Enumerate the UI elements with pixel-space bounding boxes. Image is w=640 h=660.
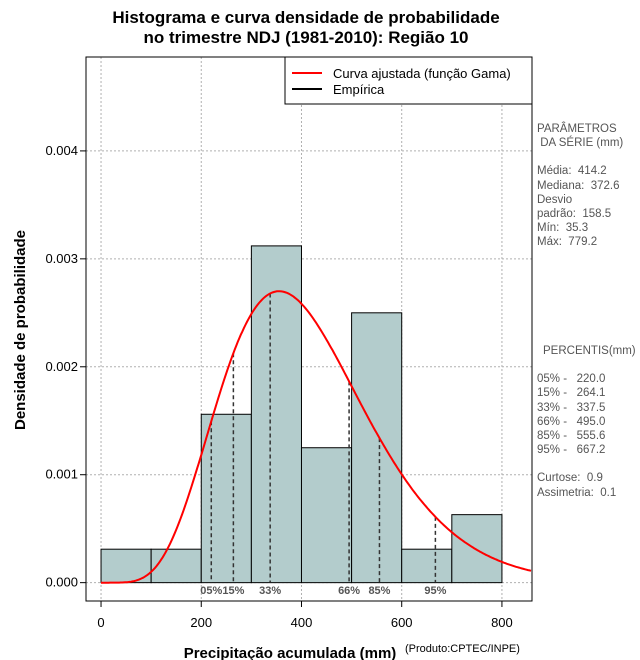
chart-title-line-1: Histograma e curva densidade de probabil…	[112, 8, 500, 27]
percentile-label-4: 85%	[368, 585, 390, 597]
x-tick-label-3: 600	[391, 615, 413, 630]
percentil-66: 66% - 495.0	[537, 415, 606, 428]
parametros-title-line-2: DA SÉRIE (mm)	[537, 137, 624, 150]
y-tick-label-4: 0.004	[45, 143, 78, 158]
percentile-label-2: 33%	[259, 585, 281, 597]
histogram-bar-2	[200, 413, 252, 584]
histogram-bar-6	[401, 548, 453, 584]
stat-curtose: Curtose: 0.9	[537, 472, 603, 485]
parametros-block: PARÂMETROS DA SÉRIE (mm) Média: 414.2 Me…	[537, 122, 640, 250]
chart-title: Histograma e curva densidade de probabil…	[0, 8, 612, 48]
legend-label-empirical: Empírica	[333, 82, 385, 97]
percentil-05: 05% - 220.0	[537, 373, 606, 386]
percentile-label-0: 05%	[200, 585, 222, 597]
histogram-bar-4	[300, 447, 353, 584]
percentile-markers: 05% 15% 33% 66% 85% 95%	[200, 293, 447, 597]
x-tick-label-2: 400	[291, 615, 313, 630]
percentis-title: PERCENTIS(mm)	[543, 345, 636, 357]
credit-label: (Produto:CPTEC/INPE)	[405, 643, 520, 655]
stat-assimetria: Assimetria: 0.1	[537, 486, 617, 499]
y-tick-label-2: 0.002	[45, 359, 78, 374]
stat-mediana: Mediana: 372.6	[537, 179, 620, 192]
gamma-fit-curve	[101, 290, 532, 584]
percentile-label-1: 15%	[222, 585, 244, 597]
percentile-label-3: 66%	[338, 585, 360, 597]
series-stats-panel: PARÂMETROS DA SÉRIE (mm) Média: 414.2 Me…	[537, 122, 640, 499]
legend: Curva ajustada (função Gama) Empírica	[284, 56, 533, 105]
y-axis-label: Densidade de probabilidade	[12, 230, 29, 430]
histogram-bars	[100, 245, 503, 584]
y-tick-label-3: 0.003	[45, 251, 78, 266]
histogram-bar-7	[451, 514, 503, 584]
percentil-95: 95% - 667.2	[537, 444, 606, 457]
x-tick-label-1: 200	[190, 615, 212, 630]
histogram-bar-5	[351, 312, 403, 584]
percentil-85: 85% - 555.6	[537, 430, 606, 443]
parametros-title-line-1: PARÂMETROS	[537, 123, 617, 135]
y-tick-label-1: 0.001	[45, 467, 78, 482]
percentile-label-5: 95%	[424, 585, 446, 597]
percentil-15: 15% - 264.1	[537, 387, 606, 400]
histogram-bar-1	[150, 548, 202, 584]
stat-desvio-label: Desvio	[537, 193, 573, 206]
axes: 0 200 400 600 800 0.000 0.001 0.002 0.003 0.004	[45, 143, 512, 630]
stat-max: Máx: 779.2	[537, 236, 598, 249]
percentis-block: PERCENTIS(mm) 05% - 220.0 15% - 264.1 33…	[537, 344, 640, 500]
x-tick-label-4: 800	[491, 615, 513, 630]
y-tick-label-0: 0.000	[45, 575, 78, 590]
x-tick-label-0: 0	[97, 615, 104, 630]
chart-title-line-2: no trimestre NDJ (1981-2010): Região 10	[143, 28, 469, 47]
stat-desvio-padrao: padrão: 158.5	[537, 208, 612, 221]
stat-min: Mín: 35.3	[537, 222, 589, 235]
percentil-33: 33% - 337.5	[537, 401, 606, 414]
legend-box	[284, 56, 533, 105]
stat-media: Média: 414.2	[537, 165, 607, 178]
legend-label-gamma: Curva ajustada (função Gama)	[333, 66, 511, 81]
x-axis-label: Precipitação acumulada (mm)	[184, 645, 397, 660]
